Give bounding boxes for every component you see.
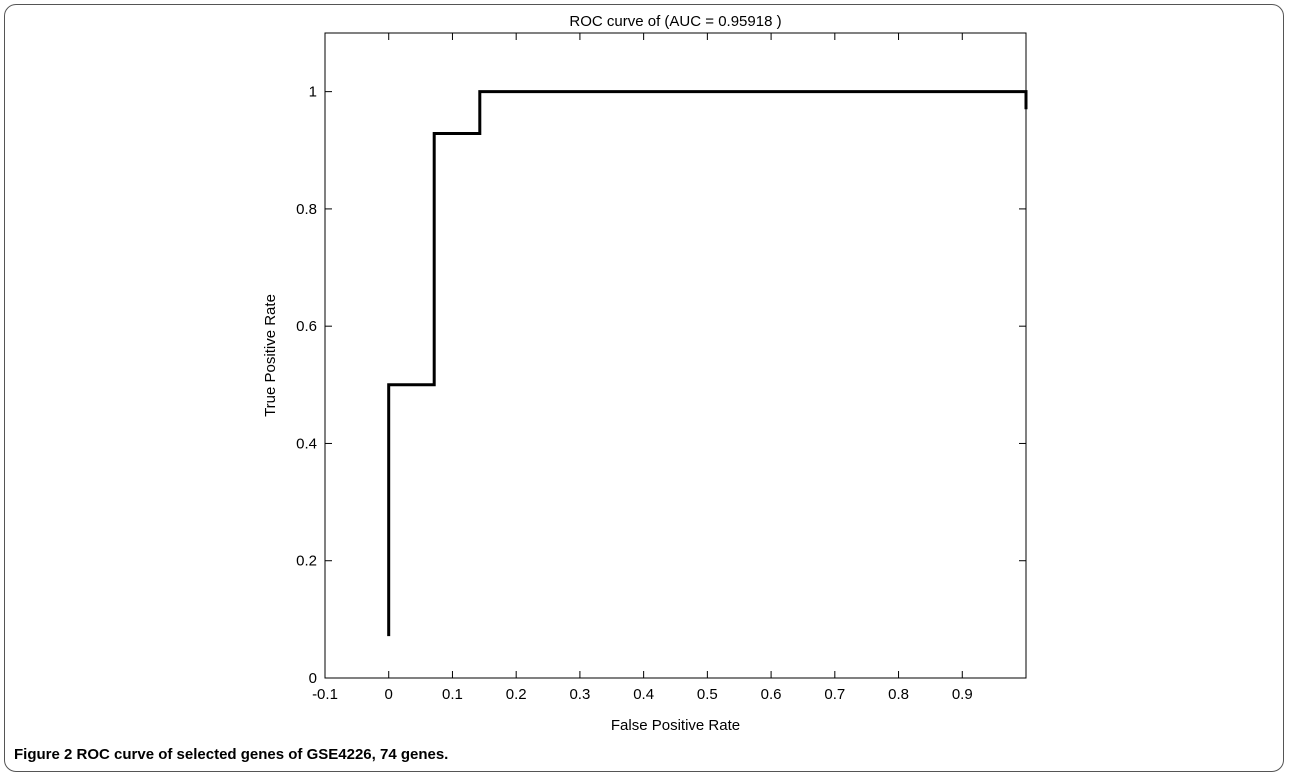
y-tick-label: 0.6 (296, 318, 317, 335)
y-axis: 0 0.2 0.4 0.6 0.8 1 (296, 84, 1026, 687)
series-layer (387, 90, 1028, 637)
y-tick-label: 0.2 (296, 553, 317, 570)
x-axis-label: False Positive Rate (611, 717, 740, 734)
x-tick-label: 0.3 (569, 686, 590, 703)
plot-area (324, 32, 1027, 679)
roc-curve-line (387, 90, 1028, 637)
chart-title: ROC curve of (AUC = 0.95918 ) (569, 13, 781, 30)
y-tick-label: 1 (309, 84, 317, 101)
x-tick-label: 0.7 (824, 686, 845, 703)
figure-caption-text: ROC curve of selected genes of GSE4226, … (76, 746, 449, 763)
x-tick-label: 0.5 (697, 686, 718, 703)
figure-caption: Figure 2 ROC curve of selected genes of … (14, 746, 448, 763)
x-tick-label: 0.4 (633, 686, 654, 703)
x-tick-label: 0.8 (888, 686, 909, 703)
x-tick-label: -0.1 (312, 686, 338, 703)
x-tick-label: 0.6 (761, 686, 782, 703)
x-axis: -0.1 0 0.1 0.2 0.3 0.4 0.5 0.6 0.7 0.8 0.9 (312, 33, 973, 703)
y-tick-label: 0.8 (296, 201, 317, 218)
x-tick-label: 0.1 (442, 686, 463, 703)
x-tick-label: 0.2 (506, 686, 527, 703)
x-tick-label: 0 (385, 686, 393, 703)
y-axis-label: True Positive Rate (262, 294, 279, 417)
x-tick-label: 0.9 (952, 686, 973, 703)
y-tick-label: 0.4 (296, 435, 317, 452)
y-tick-label: 0 (309, 670, 317, 687)
figure-label: Figure 2 (14, 746, 73, 763)
